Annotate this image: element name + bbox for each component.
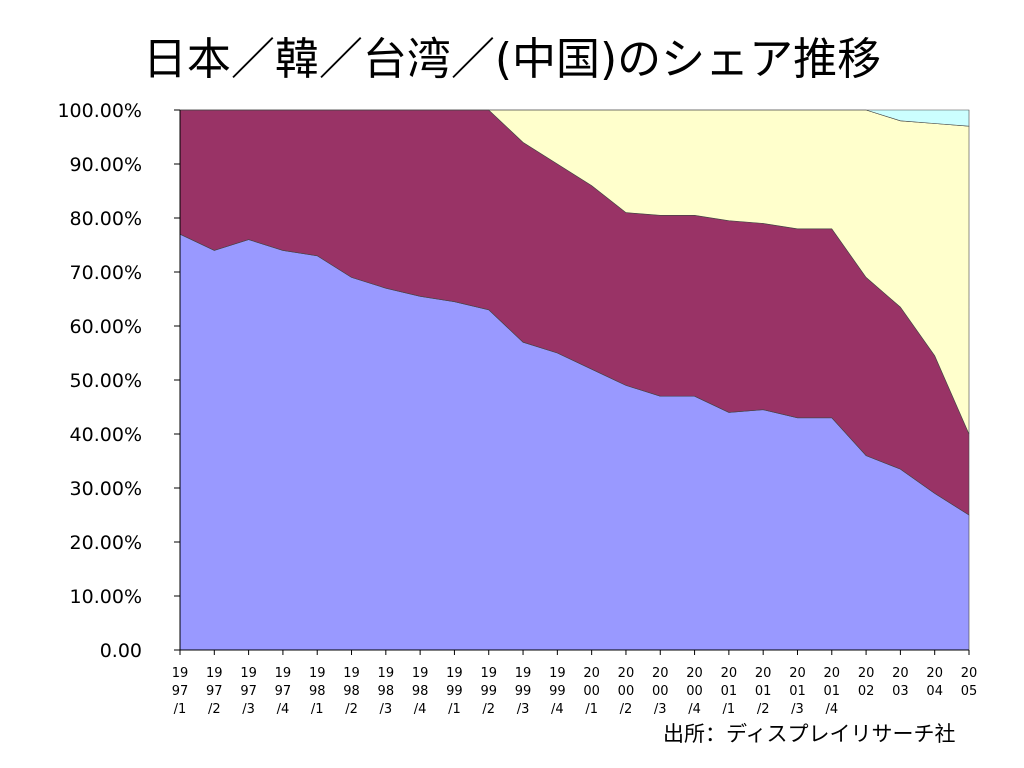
x-tick-label: 20 00/1 <box>583 666 600 717</box>
y-tick-label: 20.00% <box>70 532 142 554</box>
x-tick-label: 20 00/2 <box>618 666 635 717</box>
y-tick-label: 40.00% <box>70 424 142 446</box>
x-tick-label: 20 00/4 <box>686 666 703 717</box>
y-tick-label: 90.00% <box>70 154 142 176</box>
x-tick-label: 20 01/1 <box>721 666 738 717</box>
x-tick-label: 20 01/3 <box>789 666 806 717</box>
source-note: 出所：ディスプレイリサーチ社 <box>663 722 956 746</box>
y-tick-label: 80.00% <box>70 208 142 230</box>
y-tick-label: 50.00% <box>70 370 142 392</box>
x-tick-label: 19 97/3 <box>240 666 257 717</box>
x-tick-label: 19 99/4 <box>549 666 566 717</box>
area-series-4 <box>180 109 970 127</box>
y-tick-label: 70.00% <box>70 262 142 284</box>
y-tick-label: 30.00% <box>70 478 142 500</box>
x-tick-label: 20 02 <box>858 666 875 699</box>
x-tick-label: 20 03 <box>892 666 909 699</box>
x-tick-label: 19 99/2 <box>480 666 497 717</box>
x-tick-label: 19 98/1 <box>309 666 326 717</box>
x-axis-ticks: 19 97/1 19 97/2 19 97/3 19 97/4 19 98/1 19 98/2 19 98… <box>172 650 978 717</box>
x-tick-label: 19 99/3 <box>515 666 532 717</box>
x-tick-label: 19 97/1 <box>172 666 189 717</box>
slide-title: 日本／韓／台湾／(中国)のシェア推移 <box>142 34 882 85</box>
x-tick-label: 20 01/2 <box>755 666 772 717</box>
x-tick-label: 19 97/4 <box>275 666 292 717</box>
y-tick-label: 100.00% <box>57 100 142 122</box>
x-tick-label: 19 98/4 <box>412 666 429 717</box>
x-tick-label: 19 99/1 <box>446 666 463 717</box>
y-axis-ticks: 0.00 10.00% 20.00% 30.00% 40.00% 50.00% 60.00%… <box>57 100 180 662</box>
y-tick-label: 60.00% <box>70 316 142 338</box>
area-series-group <box>179 109 970 651</box>
y-tick-label: 0.00 <box>100 640 142 662</box>
x-tick-label: 19 97/2 <box>206 666 223 717</box>
x-tick-label: 20 00/3 <box>652 666 669 717</box>
x-tick-label: 19 98/2 <box>343 666 360 717</box>
x-tick-label: 20 04 <box>926 666 943 699</box>
x-tick-label: 19 98/3 <box>378 666 395 717</box>
x-tick-label: 20 05 <box>961 666 978 699</box>
x-tick-label: 20 01/4 <box>824 666 841 717</box>
y-tick-label: 10.00% <box>70 586 142 608</box>
